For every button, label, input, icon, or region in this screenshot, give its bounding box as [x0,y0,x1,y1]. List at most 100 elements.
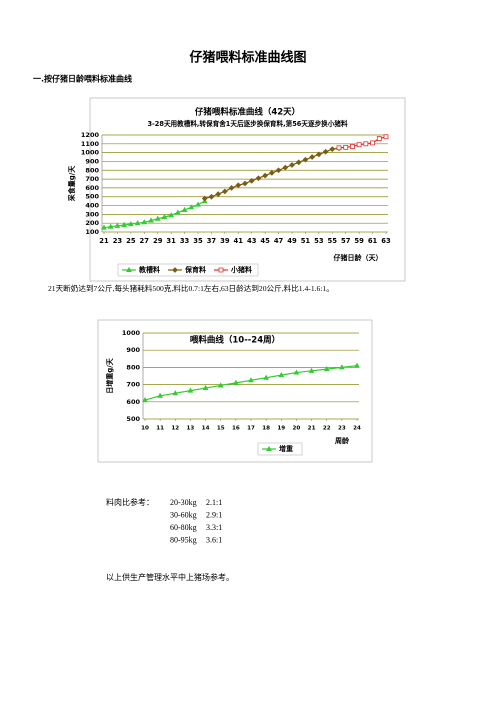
section-heading: 一.按仔猪日龄喂料标准曲线 [33,74,132,84]
x-tick-label: 21 [308,426,316,432]
x-tick-label: 51 [301,237,311,245]
x-tick-label: 31 [166,237,176,245]
legend-label: 小猪料 [230,265,252,274]
x-tick-label: 23 [338,426,346,432]
marker [262,172,269,179]
ratio-value: 3.3:1 [206,523,222,532]
x-axis-label: 仔猪日龄（天） [334,253,383,262]
y-tick-label: 500 [85,193,99,201]
marker [181,206,188,212]
x-tick-label: 55 [328,237,338,245]
marker [329,146,336,152]
chart-frame [97,319,373,463]
x-tick-label: 15 [217,426,225,432]
x-tick-label: 63 [381,237,391,245]
y-tick-label: 400 [85,202,99,210]
marker [221,188,228,195]
y-tick-label: 700 [126,381,140,389]
marker [255,175,262,182]
marker [107,223,114,229]
x-tick-label: 37 [207,237,217,245]
x-tick-label: 23 [113,237,123,245]
marker [217,382,224,388]
marker [188,204,195,210]
x-tick-label: 10 [141,426,149,432]
marker [208,193,215,200]
marker [201,195,208,202]
x-tick-label: 22 [323,426,331,432]
marker [121,221,128,227]
x-tick-label: 35 [193,237,203,245]
x-tick-label: 53 [314,237,324,245]
marker [308,367,315,373]
marker [215,191,222,197]
marker [248,377,254,383]
marker [134,220,141,226]
y-tick-label: 200 [85,219,99,227]
marker [356,142,362,148]
y-tick-label: 1200 [81,131,100,139]
ratio-label: 料肉比参考： [106,497,154,507]
ratio-value: 2.9:1 [206,510,222,519]
marker [293,369,300,375]
marker [101,224,107,230]
y-tick-label: 600 [126,398,140,406]
x-tick-label: 12 [171,426,179,432]
marker [187,387,194,393]
y-tick-label: 500 [126,415,140,423]
marker [278,372,285,378]
x-tick-label: 49 [287,237,297,245]
y-tick-label: 1000 [122,329,141,337]
legend-marker [218,267,224,273]
x-tick-label: 61 [368,237,378,245]
marker [228,185,235,191]
marker [174,209,181,215]
chart-title: 仔猪喂料标准曲线（42天） [195,107,300,118]
y-tick-label: 600 [85,184,99,192]
marker [343,144,349,150]
x-tick-label: 25 [126,237,136,245]
chart-subtitle: 3-28天用教槽料,转保育舍1天后逐步换保育料,第56天逐步换小猪料 [147,119,348,128]
legend-marker [266,445,272,452]
series-line [103,200,205,229]
x-tick-label: 19 [277,426,285,432]
x-tick-label: 16 [232,426,240,432]
chart-title: 喂料曲线（10--24周） [190,335,280,346]
legend-label: 保育料 [184,265,206,274]
ratio-value: 3.6:1 [206,535,222,544]
marker [338,364,345,370]
marker [114,222,121,228]
ratio-value: 2.1:1 [206,498,222,507]
marker [350,144,355,149]
marker [289,162,295,168]
x-tick-label: 43 [247,237,257,245]
y-tick-label: 300 [85,210,99,218]
marker [370,140,375,146]
marker [127,220,134,227]
y-axis-label: 采食量g/天 [67,165,76,203]
y-tick-label: 900 [126,346,140,354]
marker [154,215,161,221]
y-tick-label: 800 [85,166,99,174]
marker [168,212,175,218]
marker [363,141,369,147]
x-tick-label: 57 [341,237,351,245]
y-tick-label: 800 [126,363,140,371]
x-tick-label: 24 [353,426,361,432]
marker [161,213,168,220]
x-tick-label: 41 [234,237,244,245]
x-tick-label: 11 [156,426,164,432]
marker [309,154,316,160]
marker [268,170,275,176]
marker [148,217,154,223]
y-tick-label: 100 [85,228,99,236]
x-tick-label: 17 [247,426,255,432]
marker [248,177,255,184]
legend-box [117,263,259,277]
marker [235,182,242,189]
marker [195,201,201,207]
marker [141,219,148,225]
marker [172,390,179,396]
marker [302,156,309,163]
